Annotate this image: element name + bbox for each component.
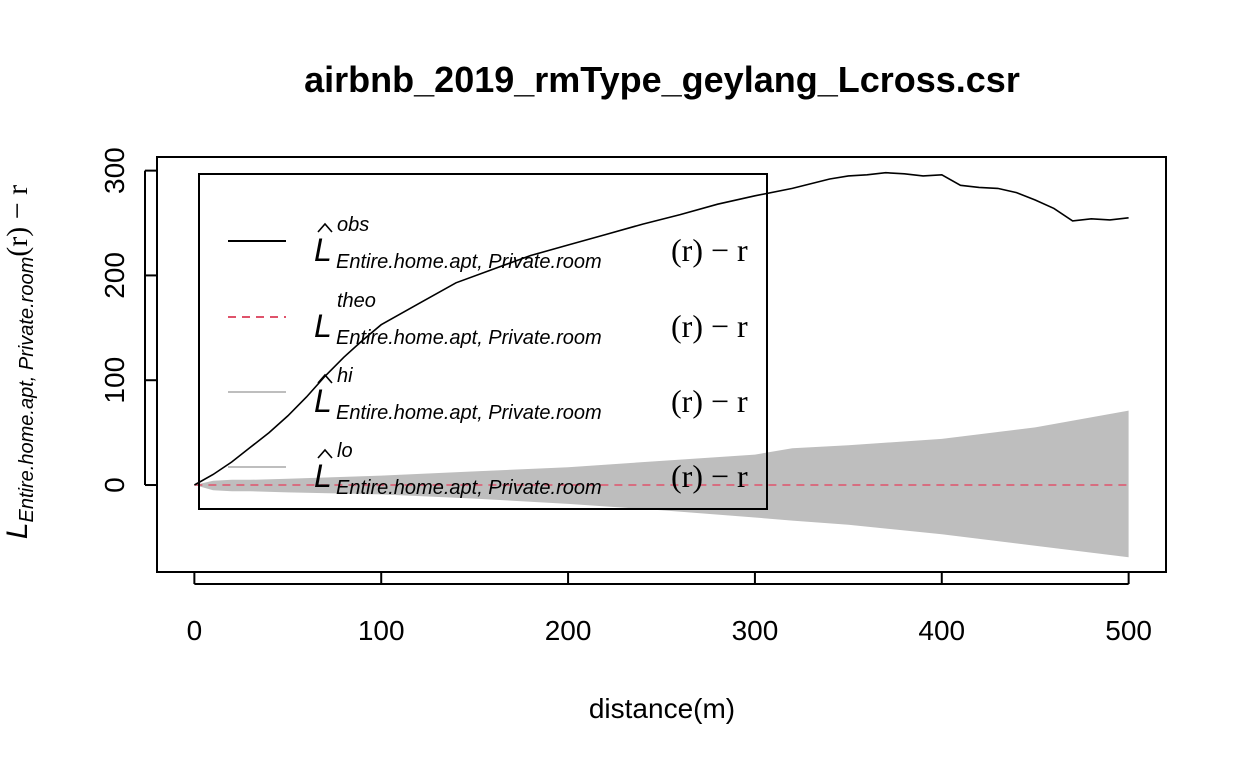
y-tick-label: 0 xyxy=(99,477,130,493)
legend-symbol: L xyxy=(314,458,332,494)
legend-subscript: Entire.home.apt, Private.room xyxy=(336,402,602,424)
legend-box xyxy=(198,173,768,510)
legend-superscript: hi xyxy=(337,365,353,387)
y-axis-label-subscript: Entire.home.apt, Private.room xyxy=(16,257,38,523)
legend-superscript: obs xyxy=(337,214,369,236)
legend-symbol: L xyxy=(314,383,332,419)
y-tick-label: 100 xyxy=(99,357,130,404)
y-axis-label: LEntire.home.apt, Private.room(r) − r xyxy=(1,185,38,539)
x-tick-label: 100 xyxy=(358,615,405,646)
legend-subscript: Entire.home.apt, Private.room xyxy=(336,327,602,349)
legend-suffix: (r) − r xyxy=(671,308,748,344)
x-tick-label: 300 xyxy=(732,615,779,646)
legend-item-lo: Llo Entire.home.apt, Private.room (r) − r xyxy=(228,440,748,499)
x-tick-label: 200 xyxy=(545,615,592,646)
series-obs-line xyxy=(194,171,1129,486)
hat-mark xyxy=(317,373,333,384)
chart-title: airbnb_2019_rmType_geylang_Lcross.csr xyxy=(304,59,1020,100)
legend-subscript: Entire.home.apt, Private.room xyxy=(336,477,602,499)
axes-layer: 0 100 200 300 400 500 0 100 200 300 xyxy=(99,147,1167,646)
svg-text:LEntire.home.apt, Private.room: LEntire.home.apt, Private.room(r) − r xyxy=(1,185,38,539)
y-tick-label: 300 xyxy=(99,147,130,194)
x-axis-label: distance(m) xyxy=(589,693,735,724)
legend-symbol: L xyxy=(314,308,332,344)
plot-layer xyxy=(194,171,1129,558)
y-axis-label-suffix: (r) − r xyxy=(1,185,34,257)
legend-subscript: Entire.home.apt, Private.room xyxy=(336,251,602,273)
y-tick-label: 200 xyxy=(99,252,130,299)
plot-frame xyxy=(156,156,1167,573)
legend-suffix: (r) − r xyxy=(671,383,748,419)
envelope-band xyxy=(194,410,1129,558)
legend-suffix: (r) − r xyxy=(671,458,748,494)
hat-mark xyxy=(317,222,333,233)
legend-superscript: theo xyxy=(337,290,376,312)
x-tick-label: 0 xyxy=(187,615,203,646)
hat-mark xyxy=(317,448,333,459)
legend-symbol: L xyxy=(314,232,332,268)
x-tick-label: 500 xyxy=(1105,615,1152,646)
x-tick-label: 400 xyxy=(918,615,965,646)
legend-item-hi: Lhi Entire.home.apt, Private.room (r) − r xyxy=(228,365,748,424)
legend-superscript: lo xyxy=(337,440,353,462)
y-axis-label-symbol: L xyxy=(1,522,34,539)
legend-suffix: (r) − r xyxy=(671,232,748,268)
